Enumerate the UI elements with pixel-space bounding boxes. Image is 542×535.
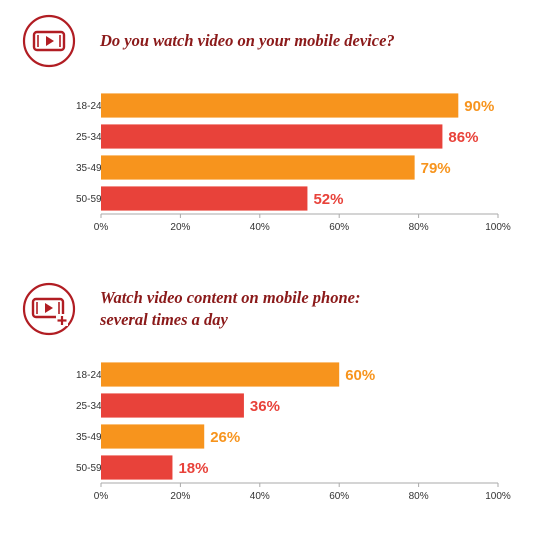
chart-1-x-tick-label: 100%: [485, 222, 511, 233]
chart-1-x-tick-label: 40%: [250, 222, 270, 233]
chart-1-bar: [101, 124, 443, 149]
chart-1-svg: 0% 20% 40% 60% 80% 100% 18-24 90% 25-34 86% 35-49 7…: [76, 93, 511, 233]
chart-panel-1: Do you watch video on your mobile device…: [0, 0, 542, 260]
chart-2-bar: [101, 455, 173, 480]
chart-2-svg: 0% 20% 40% 60% 80% 100% 18-24 60% 25-34 36% 35-49 2…: [76, 362, 511, 502]
chart-1-value-label: 52%: [313, 191, 343, 208]
chart-2-x-tick-label: 40%: [250, 491, 270, 502]
chart-1-bar: [101, 155, 415, 180]
chart-panel-2: Watch video content on mobile phone: sev…: [0, 270, 542, 535]
mobile-video-plus-icon: [22, 282, 76, 336]
chart-2-x-tick-label: 0%: [94, 491, 109, 502]
chart-1-value-label: 90%: [464, 98, 494, 115]
chart-1-x-tick-label: 0%: [94, 222, 109, 233]
chart-1-x-tick-label: 60%: [329, 222, 349, 233]
chart-2-category-label: 25-34: [76, 401, 102, 412]
chart-1-title-line-1: Do you watch video on your mobile device…: [100, 31, 395, 50]
chart-2-title-line-2: several times a day: [100, 310, 228, 329]
chart-2-value-label: 18%: [178, 460, 208, 477]
chart-2-bar: [101, 424, 205, 449]
chart-1-x-tick-label: 80%: [409, 222, 429, 233]
chart-1-category-label: 50-59: [76, 194, 102, 205]
chart-2-category-label: 35-49: [76, 432, 102, 443]
chart-1-value-label: 79%: [421, 160, 451, 177]
chart-1-category-label: 35-49: [76, 163, 102, 174]
chart-2-x-tick-label: 60%: [329, 491, 349, 502]
chart-2-x-tick-label: 20%: [170, 491, 190, 502]
mobile-video-play-icon: [22, 14, 76, 68]
chart-2-value-label: 36%: [250, 398, 280, 415]
chart-2-value-label: 60%: [345, 367, 375, 384]
chart-1-bar: [101, 186, 308, 211]
chart-2-x-tick-label: 80%: [409, 491, 429, 502]
chart-2-category-label: 18-24: [76, 370, 102, 381]
chart-2-bar: [101, 362, 340, 387]
chart-2-category-label: 50-59: [76, 463, 102, 474]
chart-2-bar: [101, 393, 244, 418]
chart-1-x-tick-label: 20%: [170, 222, 190, 233]
chart-1-value-label: 86%: [448, 129, 478, 146]
chart-2-value-label: 26%: [210, 429, 240, 446]
chart-2-title: Watch video content on mobile phone: sev…: [100, 287, 360, 331]
chart-1-title: Do you watch video on your mobile device…: [100, 30, 395, 52]
chart-2-title-line-1: Watch video content on mobile phone:: [100, 288, 361, 307]
chart-1-category-label: 18-24: [76, 101, 102, 112]
chart-2-x-tick-label: 100%: [485, 491, 511, 502]
chart-1-bar: [101, 93, 459, 118]
chart-1-category-label: 25-34: [76, 132, 102, 143]
